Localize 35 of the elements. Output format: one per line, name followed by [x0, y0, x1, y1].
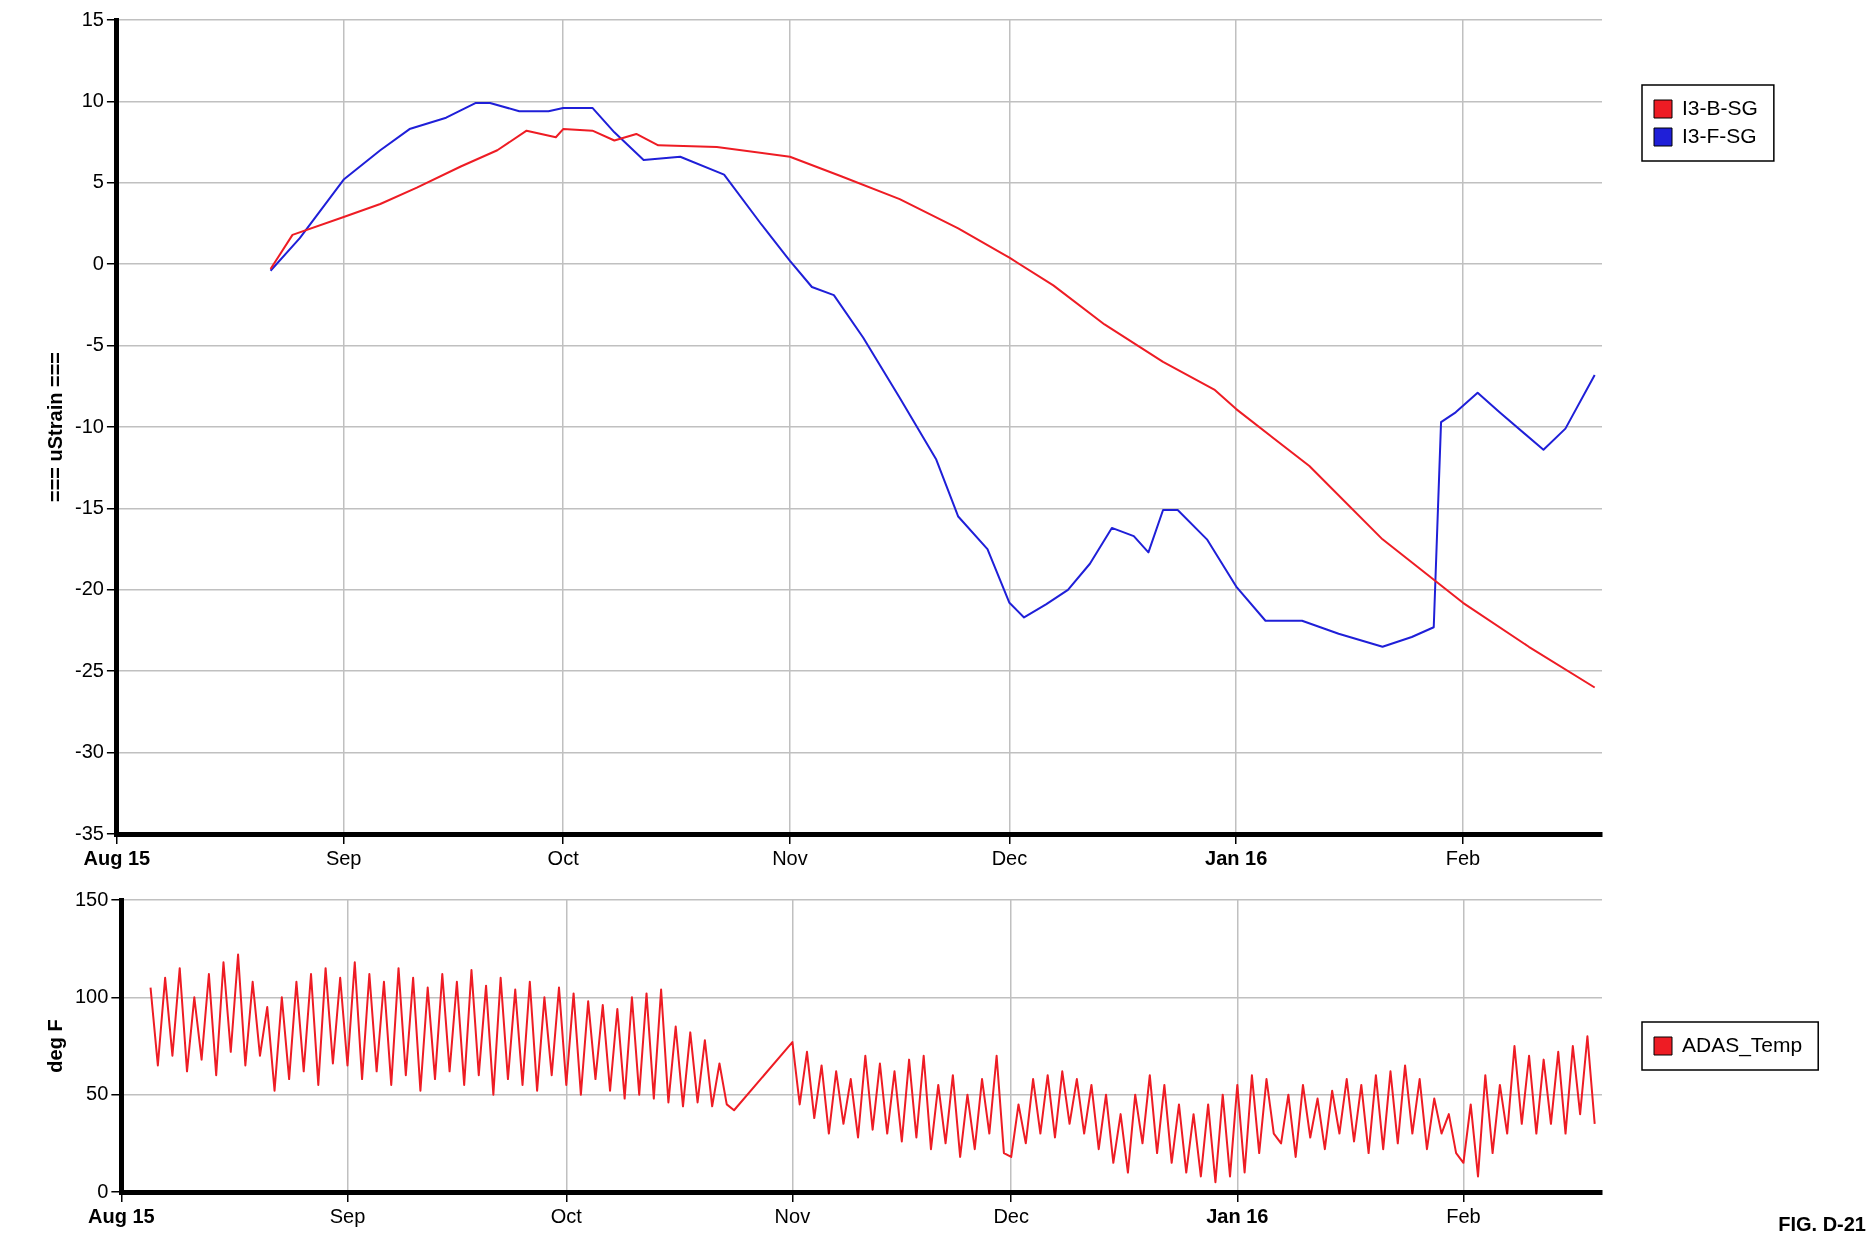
x-tick-label: Dec	[991, 846, 1028, 869]
legend-label: ADAS_Temp	[1682, 1032, 1803, 1057]
legend-label: I3-F-SG	[1682, 123, 1757, 147]
y-axis-title: deg F	[43, 1019, 66, 1073]
x-tick-label: Jan 16	[1206, 1204, 1269, 1227]
x-tick-label: Jan 16	[1205, 846, 1268, 869]
y-tick-label: 15	[81, 7, 104, 30]
y-tick-label: 5	[92, 170, 104, 193]
y-tick-label: -5	[86, 333, 104, 356]
x-tick-label: Aug 15	[83, 846, 151, 869]
x-tick-label: Dec	[993, 1204, 1029, 1227]
x-tick-label: Oct	[547, 846, 580, 869]
x-tick-label: Oct	[550, 1204, 583, 1227]
y-tick-label: 0	[97, 1179, 109, 1202]
y-tick-label: 0	[92, 251, 104, 274]
y-tick-label: -20	[75, 577, 104, 600]
y-tick-label: -15	[75, 495, 104, 518]
legend-label: I3-B-SG	[1682, 95, 1758, 119]
x-tick-label: Sep	[325, 846, 362, 869]
text: FIG. D-21	[1778, 1213, 1866, 1236]
y-tick-label: 10	[81, 88, 104, 111]
x-tick-label: Aug 15	[88, 1204, 155, 1227]
y-tick-label: 100	[74, 984, 109, 1007]
y-tick-label: 50	[86, 1082, 109, 1105]
y-axis-title: === uStrain ===	[43, 351, 66, 503]
x-tick-label: Feb	[1445, 846, 1481, 869]
y-tick-label: -25	[75, 658, 104, 681]
x-tick-label: Feb	[1446, 1204, 1481, 1227]
y-tick-label: -35	[75, 821, 104, 844]
y-tick-label: -10	[75, 414, 104, 437]
y-tick-label: 150	[74, 887, 109, 910]
x-tick-label: Nov	[772, 846, 808, 869]
x-tick-label: Nov	[774, 1204, 811, 1227]
y-tick-label: -30	[75, 740, 104, 763]
x-tick-label: Sep	[329, 1204, 366, 1227]
